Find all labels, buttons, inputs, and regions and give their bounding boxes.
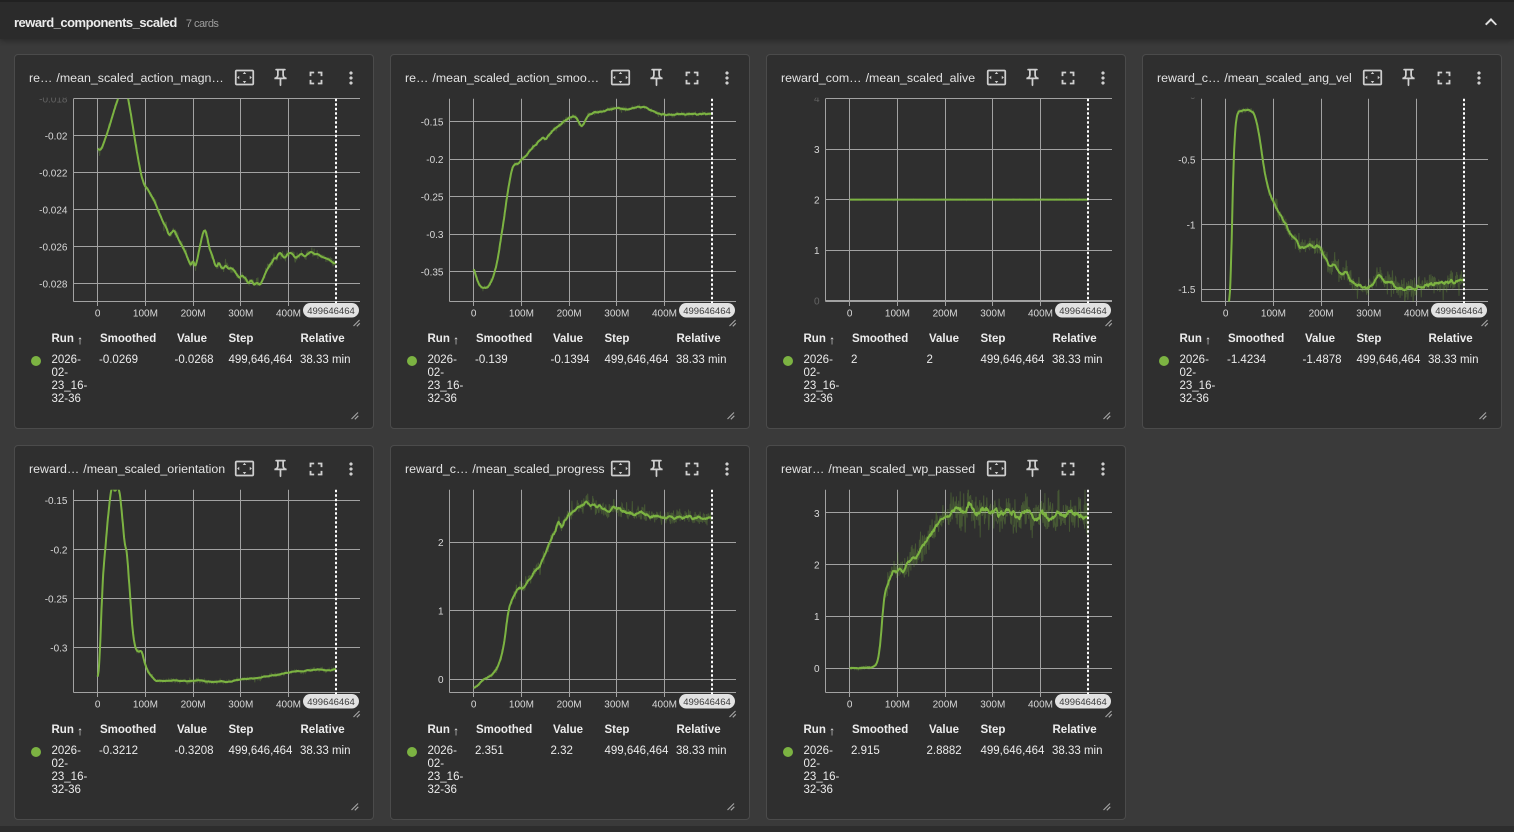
svg-text:300M: 300M <box>980 309 1005 320</box>
svg-text:200M: 200M <box>933 700 958 711</box>
svg-text:-0.15: -0.15 <box>421 118 444 129</box>
svg-text:0: 0 <box>471 700 477 711</box>
svg-text:1: 1 <box>814 246 820 257</box>
svg-text:0: 0 <box>847 700 853 711</box>
svg-text:400M: 400M <box>652 309 677 320</box>
svg-text:-0.028: -0.028 <box>39 280 68 291</box>
svg-text:499646464: 499646464 <box>1059 306 1107 317</box>
svg-text:1: 1 <box>438 606 444 617</box>
svg-text:-0.35: -0.35 <box>421 268 444 279</box>
svg-text:200M: 200M <box>557 700 582 711</box>
svg-text:400M: 400M <box>276 700 301 711</box>
svg-text:-0.022: -0.022 <box>39 169 68 180</box>
svg-text:200M: 200M <box>181 309 206 320</box>
svg-text:-0.2: -0.2 <box>50 545 68 556</box>
svg-text:-1: -1 <box>1187 220 1196 231</box>
svg-text:0: 0 <box>471 309 477 320</box>
svg-text:400M: 400M <box>652 700 677 711</box>
svg-text:300M: 300M <box>228 309 253 320</box>
svg-text:-0.15: -0.15 <box>45 496 68 507</box>
svg-text:0: 0 <box>438 675 444 686</box>
svg-text:499646464: 499646464 <box>307 697 355 708</box>
svg-text:499646464: 499646464 <box>1059 697 1107 708</box>
svg-text:100M: 100M <box>133 309 158 320</box>
svg-text:100M: 100M <box>1261 309 1286 320</box>
svg-text:200M: 200M <box>933 309 958 320</box>
svg-text:0: 0 <box>847 309 853 320</box>
svg-text:-0.25: -0.25 <box>421 193 444 204</box>
svg-text:100M: 100M <box>509 309 534 320</box>
svg-text:400M: 400M <box>276 309 301 320</box>
svg-text:100M: 100M <box>509 700 534 711</box>
svg-text:0: 0 <box>95 700 101 711</box>
svg-text:-1.5: -1.5 <box>1178 285 1196 296</box>
svg-text:-0.02: -0.02 <box>45 132 68 143</box>
svg-text:-0.024: -0.024 <box>39 206 68 217</box>
svg-text:300M: 300M <box>604 700 629 711</box>
svg-text:-0.5: -0.5 <box>1178 156 1196 167</box>
svg-text:3: 3 <box>814 145 820 156</box>
svg-text:100M: 100M <box>885 309 910 320</box>
svg-text:100M: 100M <box>885 700 910 711</box>
svg-text:200M: 200M <box>1309 309 1334 320</box>
svg-text:300M: 300M <box>1356 309 1381 320</box>
svg-text:300M: 300M <box>980 700 1005 711</box>
svg-text:0: 0 <box>814 664 820 675</box>
svg-text:-0.018: -0.018 <box>39 95 68 106</box>
svg-text:499646464: 499646464 <box>307 306 355 317</box>
svg-text:300M: 300M <box>604 309 629 320</box>
svg-text:3: 3 <box>814 509 820 520</box>
svg-text:499646464: 499646464 <box>683 306 731 317</box>
svg-text:2: 2 <box>814 195 820 206</box>
svg-text:499646464: 499646464 <box>1435 306 1483 317</box>
svg-text:-0.2: -0.2 <box>426 155 444 166</box>
svg-text:0: 0 <box>95 309 101 320</box>
svg-text:400M: 400M <box>1404 309 1429 320</box>
svg-text:200M: 200M <box>181 700 206 711</box>
svg-text:200M: 200M <box>557 309 582 320</box>
svg-text:2: 2 <box>438 538 444 549</box>
svg-text:0: 0 <box>814 297 820 308</box>
svg-text:-0.3: -0.3 <box>426 230 444 241</box>
svg-text:0: 0 <box>1223 309 1229 320</box>
svg-text:4: 4 <box>814 94 820 105</box>
svg-text:400M: 400M <box>1028 309 1053 320</box>
svg-text:2: 2 <box>814 561 820 572</box>
svg-text:400M: 400M <box>1028 700 1053 711</box>
svg-text:0: 0 <box>1190 91 1196 102</box>
svg-text:499646464: 499646464 <box>683 697 731 708</box>
svg-text:-0.3: -0.3 <box>50 644 68 655</box>
svg-text:-0.25: -0.25 <box>45 595 68 606</box>
svg-text:100M: 100M <box>133 700 158 711</box>
svg-text:300M: 300M <box>228 700 253 711</box>
svg-text:-0.026: -0.026 <box>39 243 68 254</box>
svg-text:1: 1 <box>814 612 820 623</box>
